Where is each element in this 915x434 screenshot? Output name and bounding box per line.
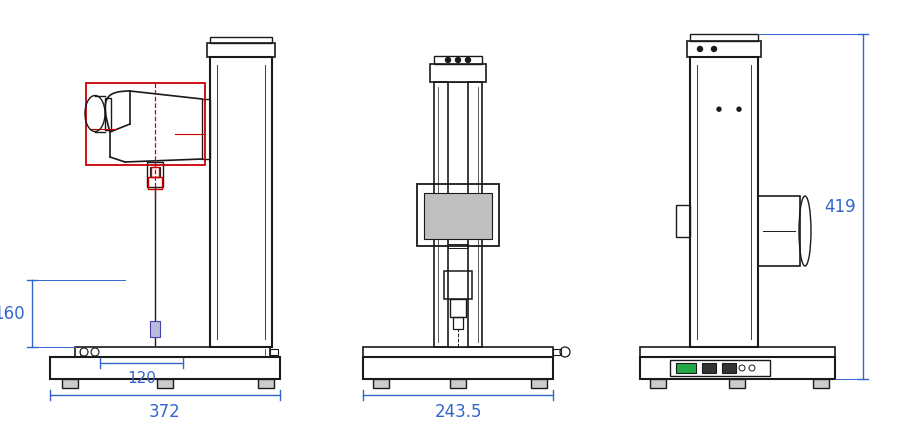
Text: 372: 372	[149, 402, 181, 420]
Text: 120: 120	[127, 370, 156, 385]
Bar	[453, 318, 463, 329]
Bar	[690, 58, 758, 347]
Circle shape	[697, 47, 703, 53]
Bar	[50, 357, 280, 379]
Bar	[444, 272, 472, 299]
Bar	[150, 321, 160, 337]
Circle shape	[456, 58, 460, 63]
Bar	[468, 83, 482, 347]
Circle shape	[717, 108, 721, 112]
Bar	[424, 194, 492, 240]
Bar	[373, 379, 389, 388]
Bar	[210, 38, 272, 44]
Bar	[202, 100, 210, 160]
Bar	[151, 168, 159, 178]
Bar	[640, 357, 835, 379]
Bar	[150, 168, 160, 178]
Bar	[687, 42, 761, 58]
Circle shape	[712, 47, 716, 53]
Bar	[417, 185, 499, 247]
Bar	[758, 197, 800, 266]
Bar	[434, 57, 482, 65]
Bar	[434, 83, 448, 347]
Bar	[531, 379, 547, 388]
Bar	[258, 379, 274, 388]
Bar	[210, 58, 272, 347]
Bar	[813, 379, 829, 388]
Bar	[147, 163, 163, 187]
Bar	[448, 245, 468, 249]
Bar	[207, 44, 275, 58]
Bar	[676, 205, 690, 237]
Text: 419: 419	[824, 198, 856, 216]
Circle shape	[466, 58, 470, 63]
Bar	[650, 379, 666, 388]
Bar	[450, 299, 466, 318]
Bar	[430, 65, 486, 83]
Bar	[148, 178, 162, 190]
Bar	[270, 349, 278, 355]
Bar	[105, 98, 111, 130]
Circle shape	[446, 58, 450, 63]
Bar	[670, 360, 770, 376]
Bar	[363, 347, 553, 357]
Bar	[553, 349, 561, 355]
Bar	[702, 363, 716, 373]
Bar	[676, 363, 696, 373]
Bar	[729, 379, 745, 388]
Bar	[157, 379, 173, 388]
Bar	[86, 84, 205, 166]
Bar	[363, 357, 553, 379]
Bar	[450, 379, 466, 388]
Circle shape	[737, 108, 741, 112]
Bar	[640, 347, 835, 357]
Bar	[75, 347, 270, 357]
Bar	[62, 379, 78, 388]
Bar	[690, 35, 758, 42]
Text: 243.5: 243.5	[435, 402, 482, 420]
Text: 160: 160	[0, 305, 25, 323]
Bar	[722, 363, 736, 373]
